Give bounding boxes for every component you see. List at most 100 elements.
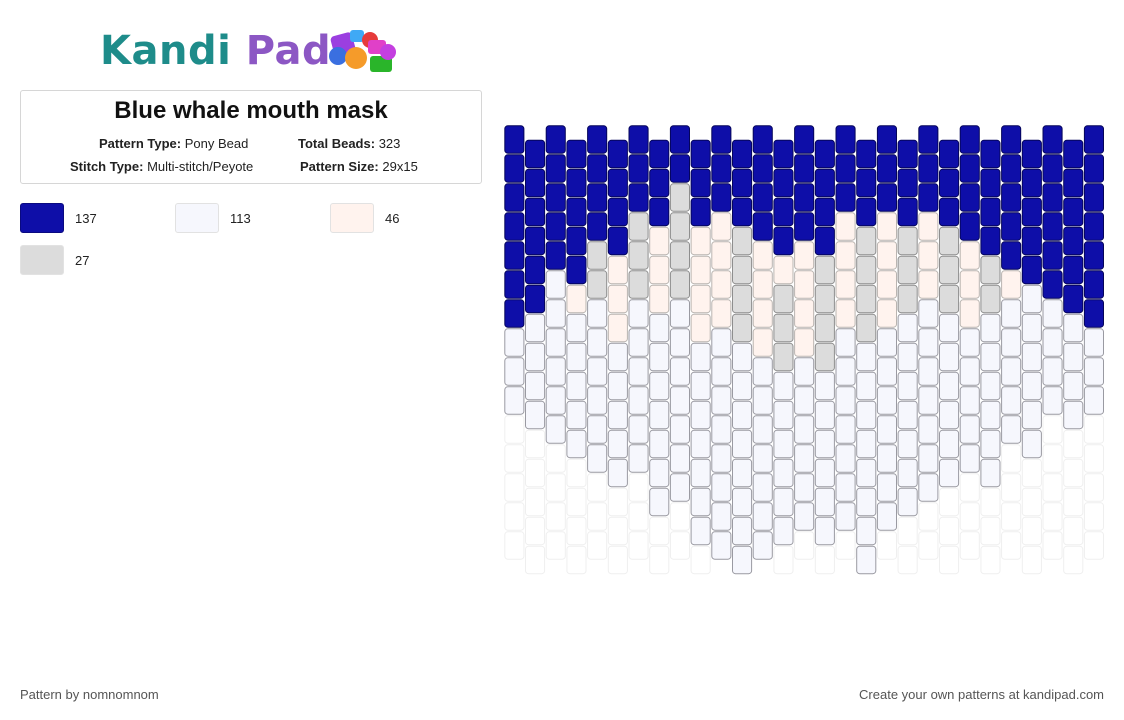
bead[interactable] (669, 125, 690, 154)
empty-bead-slot[interactable] (959, 502, 980, 531)
bead[interactable] (1021, 371, 1042, 401)
bead[interactable] (773, 429, 794, 459)
bead[interactable] (504, 154, 525, 183)
bead[interactable] (587, 299, 608, 328)
bead[interactable] (980, 168, 1001, 198)
bead[interactable] (607, 255, 628, 285)
empty-bead-slot[interactable] (504, 415, 525, 444)
bead[interactable] (607, 458, 628, 488)
bead[interactable] (897, 168, 918, 198)
empty-bead-slot[interactable] (669, 531, 690, 560)
bead[interactable] (545, 386, 566, 415)
empty-bead-slot[interactable] (876, 531, 897, 560)
bead[interactable] (607, 139, 628, 169)
bead[interactable] (628, 357, 649, 386)
empty-bead-slot[interactable] (628, 502, 649, 531)
bead[interactable] (1021, 197, 1042, 227)
bead[interactable] (649, 284, 670, 314)
bead[interactable] (918, 299, 939, 328)
empty-bead-slot[interactable] (1042, 531, 1063, 560)
bead[interactable] (1021, 342, 1042, 372)
bead[interactable] (504, 328, 525, 357)
bead[interactable] (918, 415, 939, 444)
bead[interactable] (752, 444, 773, 473)
bead[interactable] (545, 270, 566, 299)
bead[interactable] (773, 255, 794, 285)
bead[interactable] (897, 458, 918, 488)
bead[interactable] (835, 270, 856, 299)
bead[interactable] (773, 284, 794, 314)
bead[interactable] (1001, 415, 1022, 444)
empty-bead-slot[interactable] (1063, 429, 1084, 459)
bead[interactable] (690, 168, 711, 198)
empty-bead-slot[interactable] (545, 473, 566, 502)
bead[interactable] (794, 473, 815, 502)
bead[interactable] (732, 255, 753, 285)
bead[interactable] (959, 125, 980, 154)
palette-swatch-white[interactable] (175, 203, 219, 233)
bead[interactable] (1001, 154, 1022, 183)
bead[interactable] (856, 487, 877, 517)
bead[interactable] (525, 284, 546, 314)
bead[interactable] (504, 386, 525, 415)
bead[interactable] (1063, 313, 1084, 343)
bead[interactable] (711, 241, 732, 270)
bead[interactable] (897, 284, 918, 314)
bead[interactable] (1083, 154, 1105, 183)
bead[interactable] (690, 197, 711, 227)
bead[interactable] (918, 212, 939, 241)
bead[interactable] (980, 400, 1001, 430)
bead[interactable] (690, 516, 711, 546)
bead[interactable] (504, 212, 525, 241)
bead[interactable] (897, 400, 918, 430)
bead[interactable] (711, 531, 732, 560)
bead[interactable] (814, 255, 835, 285)
bead[interactable] (607, 400, 628, 430)
bead[interactable] (918, 154, 939, 183)
bead[interactable] (959, 444, 980, 473)
bead[interactable] (690, 429, 711, 459)
bead[interactable] (1083, 328, 1105, 357)
bead[interactable] (959, 415, 980, 444)
bead[interactable] (794, 154, 815, 183)
empty-bead-slot[interactable] (1042, 473, 1063, 502)
bead[interactable] (1042, 125, 1063, 154)
bead[interactable] (856, 400, 877, 430)
bead[interactable] (959, 183, 980, 212)
bead[interactable] (856, 516, 877, 546)
bead[interactable] (545, 183, 566, 212)
bead[interactable] (525, 313, 546, 343)
empty-bead-slot[interactable] (566, 487, 587, 517)
bead[interactable] (649, 168, 670, 198)
empty-bead-slot[interactable] (566, 458, 587, 488)
bead[interactable] (897, 371, 918, 401)
bead[interactable] (649, 458, 670, 488)
empty-bead-slot[interactable] (1001, 444, 1022, 473)
bead[interactable] (732, 516, 753, 546)
bead[interactable] (732, 429, 753, 459)
bead[interactable] (835, 154, 856, 183)
bead[interactable] (504, 183, 525, 212)
bead[interactable] (1063, 197, 1084, 227)
bead[interactable] (752, 183, 773, 212)
empty-bead-slot[interactable] (504, 444, 525, 473)
bead[interactable] (1083, 299, 1105, 328)
bead[interactable] (566, 226, 587, 256)
bead[interactable] (794, 502, 815, 531)
bead[interactable] (856, 139, 877, 169)
bead[interactable] (959, 212, 980, 241)
empty-bead-slot[interactable] (980, 545, 1001, 575)
bead[interactable] (876, 299, 897, 328)
bead[interactable] (1063, 371, 1084, 401)
bead[interactable] (835, 183, 856, 212)
empty-bead-slot[interactable] (1001, 502, 1022, 531)
bead[interactable] (814, 516, 835, 546)
empty-bead-slot[interactable] (959, 473, 980, 502)
bead[interactable] (1021, 255, 1042, 285)
bead[interactable] (939, 255, 960, 285)
empty-bead-slot[interactable] (897, 545, 918, 575)
bead[interactable] (835, 328, 856, 357)
bead[interactable] (1021, 429, 1042, 459)
empty-bead-slot[interactable] (918, 502, 939, 531)
bead[interactable] (566, 342, 587, 372)
